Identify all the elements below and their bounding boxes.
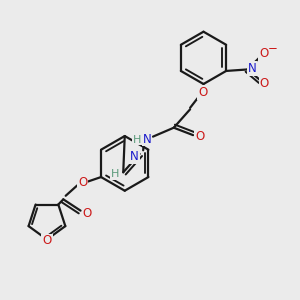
Text: −: −: [268, 42, 278, 55]
Text: O: O: [78, 176, 87, 190]
Text: O: O: [42, 235, 52, 248]
Text: N: N: [143, 133, 152, 146]
Text: H: H: [132, 135, 141, 145]
Text: O: O: [82, 206, 92, 220]
Text: N: N: [130, 150, 139, 163]
Text: O: O: [198, 86, 208, 99]
Text: O: O: [195, 130, 204, 143]
Text: H: H: [111, 169, 119, 179]
Text: N: N: [248, 62, 256, 75]
Text: O: O: [260, 77, 269, 90]
Text: O: O: [259, 47, 268, 60]
